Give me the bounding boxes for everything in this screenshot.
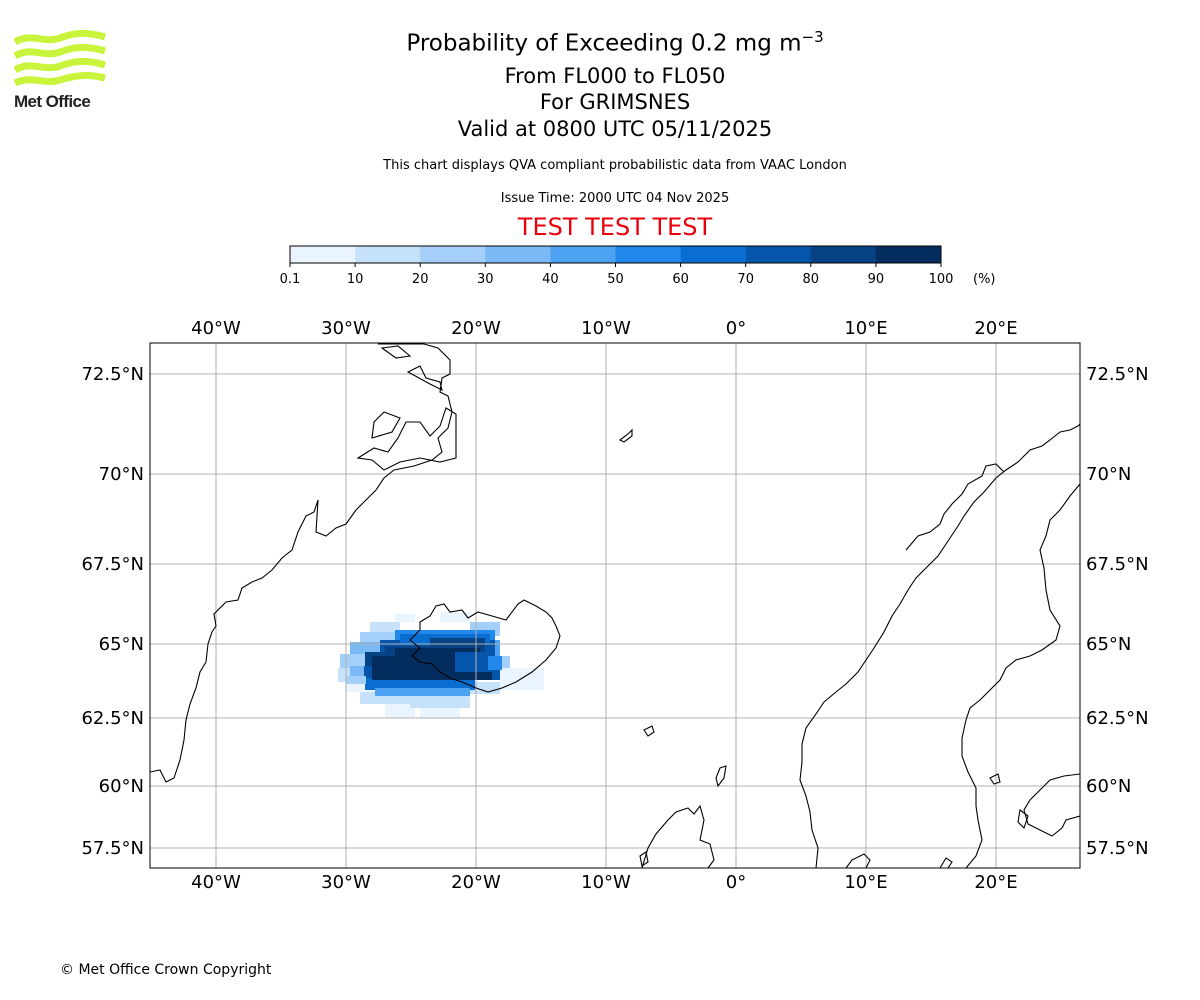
- copyright: © Met Office Crown Copyright: [60, 962, 272, 978]
- probability-cell: [488, 656, 502, 670]
- colorbar-tick-label: 70: [737, 272, 754, 287]
- latitude-label: 72.5°N: [81, 364, 144, 385]
- latitude-label: 57.5°N: [81, 838, 144, 859]
- met-office-waves-icon: [14, 30, 106, 87]
- latitude-label: 62.5°N: [1086, 708, 1149, 729]
- longitude-label: 40°W: [191, 872, 241, 893]
- latitude-label: 60°N: [1086, 776, 1131, 797]
- colorbar-cell: [810, 246, 877, 263]
- probability-cell: [375, 688, 470, 696]
- probability-cell: [395, 614, 415, 622]
- latitude-label: 70°N: [99, 464, 144, 485]
- met-office-logo-text: Met Office: [14, 92, 91, 111]
- latitude-label: 72.5°N: [1086, 364, 1149, 385]
- colorbar-cell: [485, 246, 551, 263]
- probability-cell: [500, 668, 544, 690]
- colorbar-cell: [290, 246, 356, 263]
- probability-cell: [370, 622, 400, 632]
- volcano-name: For GRIMSNES: [539, 90, 691, 114]
- latitude-label: 65°N: [99, 634, 144, 655]
- longitude-label: 20°W: [451, 872, 501, 893]
- colorbar-tick-label: 80: [803, 272, 820, 287]
- probability-cell: [385, 704, 415, 718]
- probability-cell: [420, 708, 460, 718]
- latitude-label: 67.5°N: [1086, 554, 1149, 575]
- colorbar-cell: [680, 246, 747, 263]
- colorbar-cell: [550, 246, 616, 263]
- longitude-label: 30°W: [321, 318, 371, 339]
- issue-time: Issue Time: 2000 UTC 04 Nov 2025: [500, 191, 730, 206]
- longitude-label: 0°: [726, 318, 746, 339]
- coastlines: [150, 343, 1080, 868]
- longitude-label: 30°W: [321, 872, 371, 893]
- probability-cell: [455, 652, 495, 672]
- coastline-iceland: [409, 599, 561, 693]
- longitude-labels-top: 40°W 30°W 20°W 10°W 0° 10°E 20°E: [191, 318, 1017, 339]
- colorbar-tick-label: 20: [412, 272, 429, 287]
- longitude-label: 20°E: [974, 318, 1017, 339]
- colorbar-cell: [420, 246, 486, 263]
- latitude-labels-left: 72.5°N 70°N 67.5°N 65°N 62.5°N 60°N 57.5°N: [81, 364, 144, 859]
- colorbar-cells: [290, 246, 942, 263]
- longitude-labels-bottom: 40°W 30°W 20°W 10°W 0° 10°E 20°E: [191, 872, 1017, 893]
- colorbar-tick-label: 10: [347, 272, 364, 287]
- colorbar-tick-label: 50: [607, 272, 624, 287]
- test-banner: TEST TEST TEST: [517, 213, 713, 241]
- longitude-label: 10°E: [844, 318, 887, 339]
- colorbar-cell: [615, 246, 682, 263]
- map: 40°W 30°W 20°W 10°W 0° 10°E 20°E 40°W 30°W 20°W 1…: [81, 318, 1149, 893]
- coastline-norway: [799, 423, 1080, 868]
- latitude-label: 62.5°N: [81, 708, 144, 729]
- longitude-label: 20°E: [974, 872, 1017, 893]
- latitude-label: 70°N: [1086, 464, 1131, 485]
- latitude-labels-right: 72.5°N 70°N 67.5°N 65°N 62.5°N 60°N 57.5°N: [1086, 364, 1149, 859]
- coastline-scotland: [641, 804, 715, 868]
- colorbar-unit: (%): [973, 272, 996, 287]
- latitude-label: 65°N: [1086, 634, 1131, 655]
- longitude-label: 10°E: [844, 872, 887, 893]
- latitude-label: 67.5°N: [81, 554, 144, 575]
- longitude-label: 10°W: [581, 318, 631, 339]
- latitude-label: 60°N: [99, 776, 144, 797]
- colorbar-tick-label: 40: [542, 272, 559, 287]
- longitude-label: 10°W: [581, 872, 631, 893]
- chart-title: Probability of Exceeding 0.2 mg m−3: [406, 28, 824, 57]
- probability-cell: [346, 676, 366, 684]
- colorbar-ticks: 0.1 10 20 30 40 50 60 70 80 90 100: [280, 263, 954, 287]
- colorbar: 0.1 10 20 30 40 50 60 70 80 90 100 (%): [280, 245, 996, 287]
- flight-level-range: From FL000 to FL050: [504, 64, 726, 88]
- probability-cell: [365, 678, 475, 690]
- longitude-label: 0°: [726, 872, 746, 893]
- probability-cell: [440, 612, 470, 622]
- colorbar-tick-label: 30: [477, 272, 494, 287]
- colorbar-cell: [875, 246, 942, 263]
- probability-cell: [360, 632, 400, 642]
- colorbar-cell: [355, 246, 421, 263]
- longitude-label: 40°W: [191, 318, 241, 339]
- probability-cell: [430, 638, 485, 648]
- colorbar-tick-label: 60: [672, 272, 689, 287]
- colorbar-tick-label: 90: [868, 272, 885, 287]
- valid-time: Valid at 0800 UTC 05/11/2025: [457, 117, 773, 141]
- longitude-label: 20°W: [451, 318, 501, 339]
- latitude-label: 57.5°N: [1086, 838, 1149, 859]
- probability-cell: [350, 666, 364, 676]
- coastline-greenland: [150, 343, 453, 783]
- chart-subtitle: This chart displays QVA compliant probab…: [383, 158, 847, 173]
- colorbar-cell: [745, 246, 812, 263]
- colorbar-tick-label: 100: [929, 272, 954, 287]
- colorbar-tick-label: 0.1: [280, 272, 301, 287]
- map-gridlines: [150, 343, 1080, 868]
